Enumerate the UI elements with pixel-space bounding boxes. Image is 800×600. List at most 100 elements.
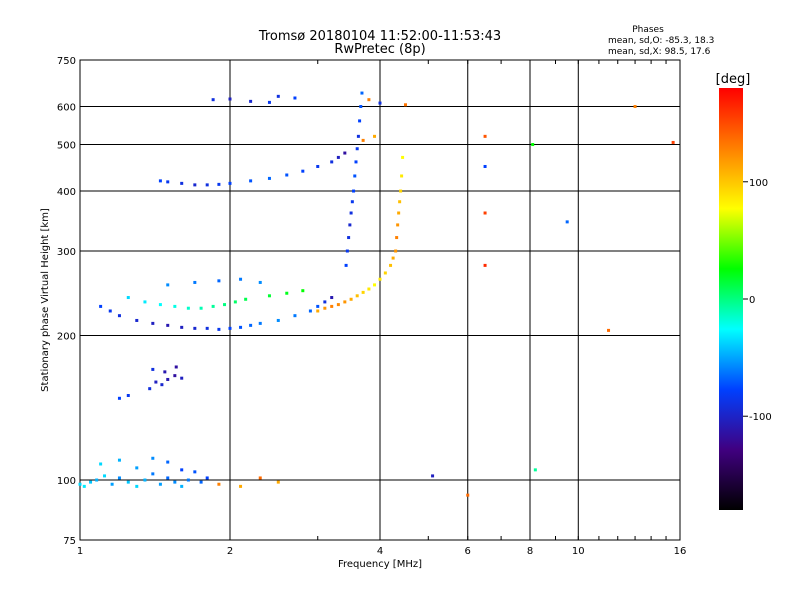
data-point <box>180 181 184 185</box>
data-point <box>398 200 402 204</box>
data-point <box>228 326 232 330</box>
x-tick-label: 6 <box>465 546 471 557</box>
y-tick-label: 750 <box>57 56 76 67</box>
data-point <box>117 476 121 480</box>
data-point <box>228 97 232 101</box>
data-point <box>148 387 152 391</box>
data-point <box>108 309 112 313</box>
data-point <box>173 480 177 484</box>
stats-line-o: mean, sd,O: -85.3, 18.3 <box>608 36 714 46</box>
x-axis-ticks: 1 2 4 6 8 10 16 <box>77 60 687 557</box>
data-point <box>373 134 377 138</box>
data-point <box>394 249 398 253</box>
data-point <box>267 294 271 298</box>
data-point <box>151 321 155 325</box>
data-point <box>249 179 253 183</box>
data-point <box>358 119 362 123</box>
data-point <box>355 147 359 151</box>
data-point <box>308 309 312 313</box>
data-point <box>173 374 177 378</box>
data-point <box>117 314 121 318</box>
y-tick-label: 200 <box>57 332 76 343</box>
data-point <box>395 236 399 240</box>
y-tick-label: 75 <box>63 536 76 547</box>
x-tick-label: 2 <box>227 546 233 557</box>
y-tick-label: 300 <box>57 247 76 258</box>
x-tick-label: 1 <box>77 546 83 557</box>
data-point <box>89 480 93 484</box>
x-tick-label: 10 <box>572 546 585 557</box>
data-point <box>239 277 243 281</box>
data-point <box>483 211 487 215</box>
data-point <box>367 98 371 102</box>
data-point <box>193 183 197 187</box>
data-point <box>228 181 232 185</box>
data-point <box>186 478 190 482</box>
data-point <box>301 289 305 293</box>
data-point <box>239 325 243 329</box>
data-point <box>345 249 349 253</box>
data-point <box>607 328 611 332</box>
data-point <box>166 323 170 327</box>
data-point <box>356 134 360 138</box>
data-point <box>267 100 271 104</box>
data-point <box>373 283 377 287</box>
data-point <box>211 98 215 102</box>
data-point <box>158 482 162 486</box>
data-point <box>301 169 305 173</box>
data-point <box>361 138 365 142</box>
data-point <box>126 296 130 300</box>
data-point <box>336 155 340 159</box>
data-point <box>344 263 348 267</box>
data-point <box>391 256 395 260</box>
data-point <box>483 134 487 138</box>
data-point <box>99 304 103 308</box>
data-point <box>276 480 280 484</box>
data-point <box>166 180 170 184</box>
data-point <box>151 472 155 476</box>
data-point <box>533 468 537 472</box>
data-point <box>483 164 487 168</box>
data-point <box>78 482 82 486</box>
data-point <box>671 140 675 144</box>
data-point <box>397 211 401 215</box>
y-tick-label: 400 <box>57 187 76 198</box>
y-tick-label: 500 <box>57 141 76 152</box>
data-point <box>193 280 197 284</box>
data-point <box>99 462 103 466</box>
data-point <box>199 480 203 484</box>
data-point <box>205 326 209 330</box>
stats-heading: Phases <box>632 25 664 35</box>
data-point <box>135 484 139 488</box>
data-point <box>367 287 371 291</box>
data-point <box>267 176 271 180</box>
data-point <box>166 377 170 381</box>
data-point <box>95 478 99 482</box>
grid-lines <box>80 60 680 540</box>
y-axis-label: Stationary phase Virtual Height [km] <box>40 208 51 392</box>
data-point <box>143 478 147 482</box>
data-point <box>330 160 334 164</box>
data-point <box>347 236 351 240</box>
data-point <box>293 96 297 100</box>
data-point <box>180 376 184 380</box>
data-point <box>361 290 365 294</box>
data-point <box>383 271 387 275</box>
data-point <box>633 105 637 109</box>
data-point <box>258 321 262 325</box>
data-point <box>160 383 164 387</box>
data-point <box>166 283 170 287</box>
data-point <box>396 223 400 227</box>
data-point <box>217 327 221 331</box>
colorbar-ticks: 100 0 -100 <box>743 178 772 423</box>
data-point <box>249 323 253 327</box>
data-point <box>403 103 407 107</box>
data-point <box>330 304 334 308</box>
x-tick-label: 16 <box>674 546 687 557</box>
data-point <box>223 303 227 307</box>
chart-title: Tromsø 20180104 11:52:00-11:53:43 <box>258 29 501 44</box>
data-point <box>158 303 162 307</box>
data-point <box>193 326 197 330</box>
colorbar-label: [deg] <box>716 72 751 87</box>
data-point <box>330 296 334 300</box>
